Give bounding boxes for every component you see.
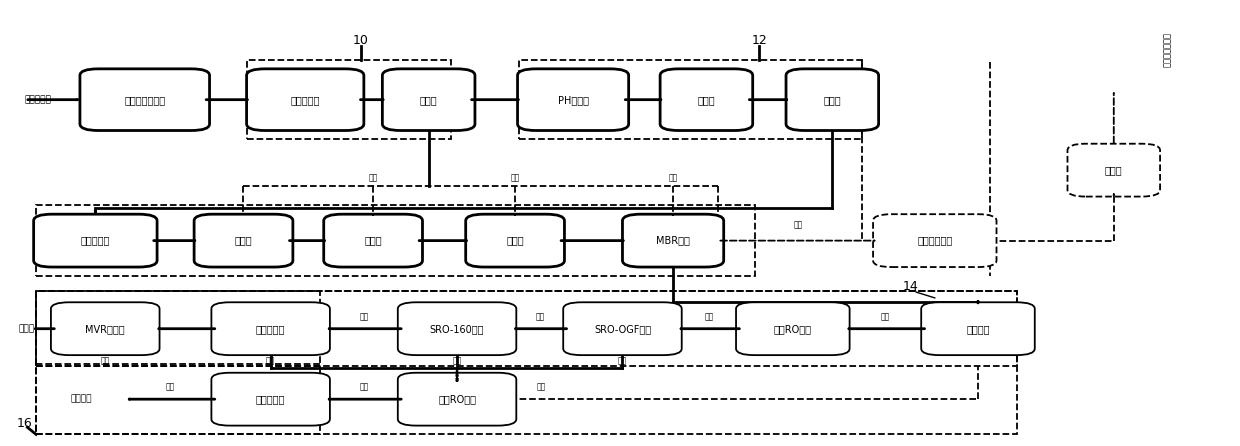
- Text: 浓水: 浓水: [704, 312, 713, 321]
- Text: MVR蕉发器: MVR蕉发器: [86, 324, 125, 334]
- FancyBboxPatch shape: [466, 214, 564, 267]
- FancyBboxPatch shape: [51, 302, 160, 355]
- Text: 破之反应池: 破之反应池: [290, 95, 320, 105]
- Text: 膜浓液储池: 膜浓液储池: [255, 324, 285, 334]
- Bar: [518, 60, 862, 139]
- Text: 产水: 产水: [618, 356, 627, 365]
- Text: 浓水: 浓水: [536, 312, 544, 321]
- Text: 蒸液: 蒸液: [100, 356, 110, 365]
- FancyBboxPatch shape: [786, 69, 879, 131]
- Text: 沉饼土一般固废: 沉饼土一般固废: [1163, 32, 1172, 66]
- Text: 产水: 产水: [166, 382, 175, 391]
- Bar: [36, 205, 755, 276]
- FancyBboxPatch shape: [1068, 144, 1161, 197]
- Text: 12: 12: [751, 34, 768, 47]
- Text: 中间水池: 中间水池: [966, 324, 990, 334]
- Text: 厌氧池: 厌氧池: [234, 235, 252, 246]
- Bar: [36, 364, 320, 434]
- Text: 硝化: 硝化: [511, 173, 520, 182]
- FancyBboxPatch shape: [33, 214, 157, 267]
- Text: 气浮机: 气浮机: [420, 95, 438, 105]
- Text: 去回用点: 去回用点: [71, 395, 92, 404]
- FancyBboxPatch shape: [517, 69, 629, 131]
- Text: 二级RO系统: 二级RO系统: [438, 394, 476, 404]
- Text: 产水: 产水: [360, 382, 368, 391]
- Text: 浓水: 浓水: [537, 382, 546, 391]
- FancyBboxPatch shape: [563, 302, 682, 355]
- Text: 前处理污泥池: 前处理污泥池: [918, 235, 952, 246]
- FancyBboxPatch shape: [660, 69, 753, 131]
- Text: 16: 16: [17, 417, 33, 430]
- Text: 14: 14: [903, 281, 918, 293]
- Bar: [36, 291, 1018, 434]
- Text: 压滤机: 压滤机: [1105, 165, 1122, 175]
- Text: 产水: 产水: [453, 356, 461, 365]
- Text: 污泥: 污泥: [368, 173, 378, 182]
- Bar: [36, 291, 320, 366]
- Text: 前处理废水: 前处理废水: [25, 95, 52, 104]
- FancyBboxPatch shape: [398, 373, 516, 425]
- Text: PH调节池: PH调节池: [558, 95, 589, 105]
- Text: 混凝沉淠池: 混凝沉淠池: [81, 235, 110, 246]
- FancyBboxPatch shape: [622, 214, 724, 267]
- Text: SRO-160系统: SRO-160系统: [430, 324, 485, 334]
- Text: 好氧池: 好氧池: [506, 235, 523, 246]
- FancyBboxPatch shape: [398, 302, 516, 355]
- Text: 污泥: 污泥: [668, 173, 678, 182]
- Text: 浓水: 浓水: [360, 312, 368, 321]
- FancyBboxPatch shape: [79, 69, 210, 131]
- Text: 输泥: 输泥: [794, 221, 804, 230]
- Text: 结晶盐: 结晶盐: [19, 324, 35, 333]
- Text: 10: 10: [353, 34, 368, 47]
- Text: 缺氧池: 缺氧池: [365, 235, 382, 246]
- FancyBboxPatch shape: [382, 69, 475, 131]
- Bar: [247, 60, 451, 139]
- FancyBboxPatch shape: [324, 214, 423, 267]
- FancyBboxPatch shape: [195, 214, 293, 267]
- Text: 氧化池: 氧化池: [698, 95, 715, 105]
- Text: 还原池: 还原池: [823, 95, 841, 105]
- Text: 浓水: 浓水: [880, 312, 890, 321]
- FancyBboxPatch shape: [921, 302, 1034, 355]
- FancyBboxPatch shape: [247, 69, 363, 131]
- Bar: [36, 291, 1018, 366]
- Text: 前处废水调节池: 前处废水调节池: [124, 95, 165, 105]
- FancyBboxPatch shape: [737, 302, 849, 355]
- Text: SRO-OGF系统: SRO-OGF系统: [594, 324, 651, 334]
- Text: 产水: 产水: [267, 356, 275, 365]
- Text: 一级RO系统: 一级RO系统: [774, 324, 812, 334]
- FancyBboxPatch shape: [211, 373, 330, 425]
- Text: MBR膜池: MBR膜池: [656, 235, 689, 246]
- FancyBboxPatch shape: [211, 302, 330, 355]
- Text: 回用水储池: 回用水储池: [255, 394, 285, 404]
- FancyBboxPatch shape: [873, 214, 997, 267]
